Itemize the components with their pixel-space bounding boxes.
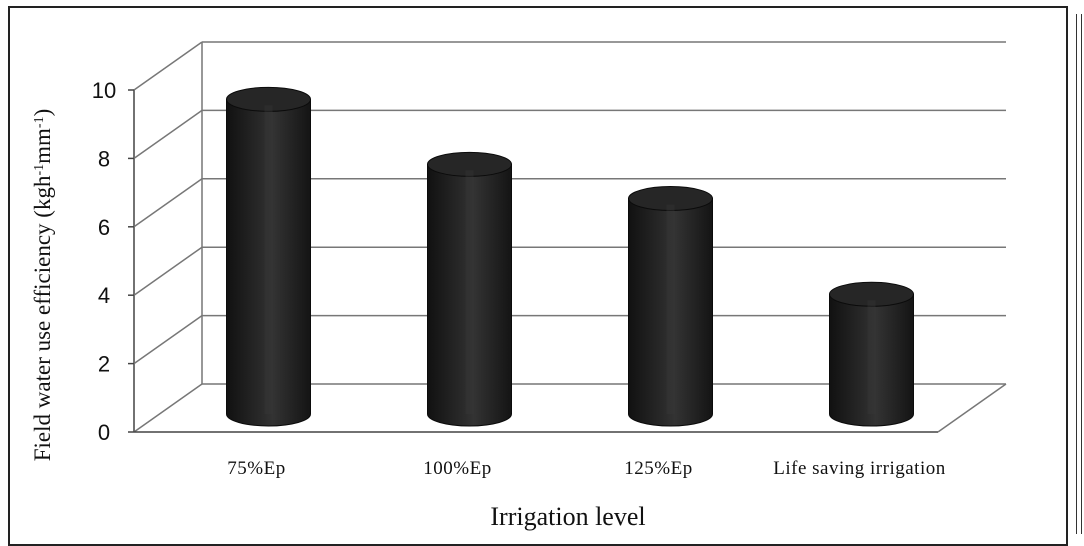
x-category-label: 75%Ep (227, 458, 285, 479)
bar (628, 186, 713, 427)
x-category-label: Life saving irrigation (773, 458, 945, 479)
y-axis-title-sup1: -1 (32, 164, 47, 176)
y-axis-title-main: Field water use efficiency (kgh (30, 175, 55, 461)
gridline-side (133, 383, 203, 433)
y-axis-title-mid: mm (30, 128, 55, 164)
gridline-side (133, 109, 203, 160)
x-axis-categories: 75%Ep 100%Ep 125%Ep Life saving irrigation (227, 458, 945, 479)
bar-chart: 0 2 4 6 8 10 75%Ep 100%Ep 125%Ep Life saving irr… (30, 41, 1007, 531)
y-axis-ticks: 0 2 4 6 8 10 (92, 78, 116, 445)
x-category-label: 125%Ep (624, 458, 692, 479)
gridline-side (133, 178, 203, 228)
bar-top (226, 86, 311, 112)
chart-frame (8, 6, 1068, 546)
bar-top (427, 151, 512, 177)
y-axis-title-end: ) (30, 109, 55, 117)
x-category-label: 100%Ep (423, 458, 491, 479)
y-tick-label: 6 (98, 215, 110, 240)
bar-highlight (465, 170, 474, 414)
y-tick-label: 4 (98, 283, 110, 308)
y-axis-title-sup2: -1 (32, 116, 47, 128)
bar-top (829, 281, 914, 307)
bar-body (628, 198, 713, 427)
y-tick-label: 0 (98, 420, 110, 445)
bar (226, 86, 311, 427)
bar (829, 281, 914, 427)
bar-highlight (264, 105, 273, 415)
x-axis-title: Irrigation level (490, 502, 645, 531)
gridline-side (133, 314, 203, 365)
bar-body (427, 163, 512, 427)
y-tick-label: 8 (98, 146, 110, 171)
bar-top (628, 186, 713, 212)
grid-layer (128, 41, 1007, 433)
bar-body (829, 293, 914, 427)
bar-highlight (867, 300, 876, 414)
bars (226, 86, 914, 427)
bar (427, 151, 512, 427)
bar-highlight (666, 204, 675, 414)
y-tick-label: 2 (98, 352, 110, 377)
floor-right-edge (937, 383, 1007, 433)
y-tick-label: 10 (92, 78, 116, 103)
y-axis-title: Field water use efficiency (kgh-1mm-1) (30, 109, 55, 462)
frame-edge-decoration (1076, 14, 1082, 534)
gridline-side (133, 246, 203, 296)
bar-body (226, 98, 311, 427)
gridline-side (133, 41, 203, 91)
